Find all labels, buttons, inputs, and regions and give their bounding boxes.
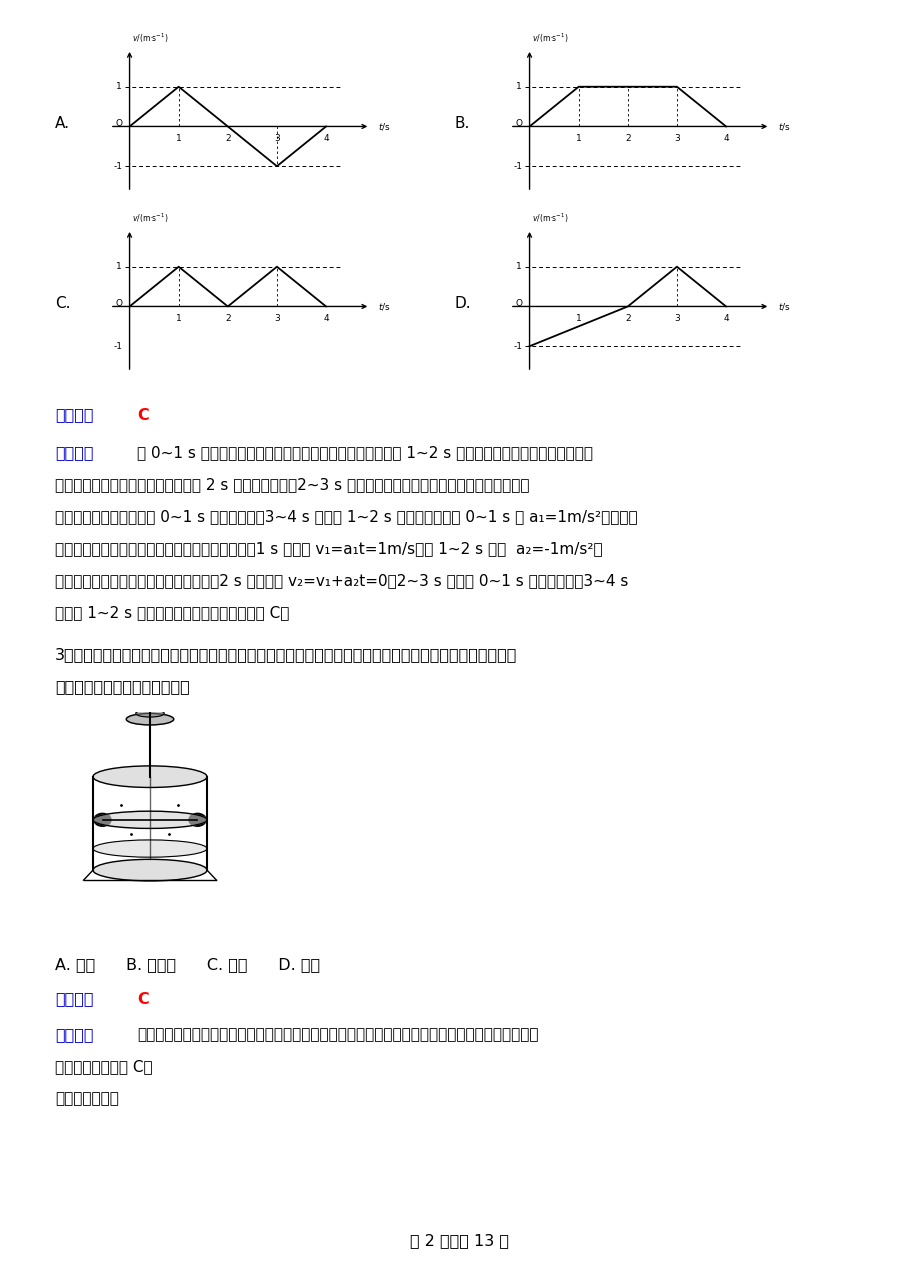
Circle shape	[188, 813, 206, 826]
Text: 1: 1	[516, 83, 522, 92]
Text: O: O	[115, 118, 122, 127]
Ellipse shape	[93, 859, 207, 881]
Text: $t$/s: $t$/s	[777, 300, 789, 312]
Text: O: O	[515, 299, 522, 308]
Ellipse shape	[126, 713, 174, 724]
Text: 试题分析：利用图所示的扭秤装置进行研究，提出真空中两个静止点电荷之间相互作用的规律的物理: 试题分析：利用图所示的扭秤装置进行研究，提出真空中两个静止点电荷之间相互作用的规…	[137, 1027, 538, 1043]
Text: 4: 4	[722, 313, 728, 322]
Text: 4: 4	[323, 134, 328, 143]
Text: 【答案】: 【答案】	[55, 407, 94, 423]
Text: 1: 1	[117, 83, 122, 92]
Ellipse shape	[93, 840, 207, 857]
Text: $v$/(m·s$^{-1}$): $v$/(m·s$^{-1}$)	[531, 211, 568, 225]
Text: -1: -1	[113, 341, 122, 350]
Ellipse shape	[93, 811, 207, 829]
Text: D.: D.	[455, 295, 471, 311]
Text: C: C	[137, 407, 149, 423]
Text: 度方向相反，所以做匀减速运动，到 2 s 末时速度为零。2~3 s 内加速度变为正向，物体又从静止开始沿加速: 度方向相反，所以做匀减速运动，到 2 s 末时速度为零。2~3 s 内加速度变为…	[55, 477, 529, 493]
Text: 【答案】: 【答案】	[55, 992, 94, 1007]
Text: 1: 1	[575, 134, 581, 143]
Text: 内重复 1~2 s 内运动情况，综上正确的图象为 C。: 内重复 1~2 s 内运动情况，综上正确的图象为 C。	[55, 606, 289, 620]
Text: $v$/(m·s$^{-1}$): $v$/(m·s$^{-1}$)	[131, 211, 168, 225]
Text: 4: 4	[722, 134, 728, 143]
Text: $t$/s: $t$/s	[377, 300, 390, 312]
Text: 学家是库伦，故选 C．: 学家是库伦，故选 C．	[55, 1059, 153, 1074]
Circle shape	[94, 813, 111, 826]
Text: O: O	[515, 118, 522, 127]
Text: 静止开始正向匀加速运动，速度图象是一条直线，1 s 末速度 v₁=a₁t=1m/s，在 1~2 s 内，  a₂=-1m/s²，: 静止开始正向匀加速运动，速度图象是一条直线，1 s 末速度 v₁=a₁t=1m/…	[55, 541, 602, 556]
Text: B.: B.	[455, 116, 470, 131]
Text: 3: 3	[274, 313, 279, 322]
Text: 度方向匀加速运动，重复 0~1 s 内运动情况，3~4 s 内重复 1~2 s 内运动情况。在 0~1 s 内 a₁=1m/s²，物体从: 度方向匀加速运动，重复 0~1 s 内运动情况，3~4 s 内重复 1~2 s …	[55, 509, 637, 524]
Text: 1: 1	[575, 313, 581, 322]
Ellipse shape	[93, 766, 207, 788]
Text: 在 0~1 s 内，物体从静止开始沿加速度方向匀加速运动，在 1~2 s 内，加速度反向，速度方向与加速: 在 0~1 s 内，物体从静止开始沿加速度方向匀加速运动，在 1~2 s 内，加…	[137, 446, 593, 461]
Text: 互作用的规律，这位物理学家是: 互作用的规律，这位物理学家是	[55, 680, 189, 695]
Text: C.: C.	[55, 295, 71, 311]
Text: 3．在前人研究的基础上，有一位物理学家利用图示的扭秤装置进行研究，提出真空中两个静止点电荷之间相: 3．在前人研究的基础上，有一位物理学家利用图示的扭秤装置进行研究，提出真空中两个…	[55, 648, 516, 662]
Text: 1: 1	[176, 313, 181, 322]
Text: 【解析】: 【解析】	[55, 1027, 94, 1043]
Text: 2: 2	[624, 313, 630, 322]
Text: 考点：物理学史: 考点：物理学史	[55, 1091, 119, 1106]
Text: 3: 3	[674, 313, 679, 322]
Text: 3: 3	[674, 134, 679, 143]
Text: 1: 1	[117, 262, 122, 271]
Text: A.: A.	[55, 116, 70, 131]
Text: 物体将仍沿正方向运动，但做减速运动，2 s 末时速度 v₂=v₁+a₂t=0，2~3 s 内重复 0~1 s 内运动情况，3~4 s: 物体将仍沿正方向运动，但做减速运动，2 s 末时速度 v₂=v₁+a₂t=0，2…	[55, 574, 628, 588]
Text: 2: 2	[225, 134, 231, 143]
Text: $v$/(m·s$^{-1}$): $v$/(m·s$^{-1}$)	[531, 32, 568, 45]
Text: A. 牛顿      B. 伽利略      C. 库仑      D. 焦耳: A. 牛顿 B. 伽利略 C. 库仑 D. 焦耳	[55, 957, 320, 973]
Text: 【解析】: 【解析】	[55, 446, 94, 461]
Text: 1: 1	[176, 134, 181, 143]
Text: $v$/(m·s$^{-1}$): $v$/(m·s$^{-1}$)	[131, 32, 168, 45]
Text: -1: -1	[113, 162, 122, 171]
Text: C: C	[137, 992, 149, 1007]
Text: 4: 4	[323, 313, 328, 322]
Text: O: O	[115, 299, 122, 308]
Text: 2: 2	[624, 134, 630, 143]
Text: 3: 3	[274, 134, 279, 143]
Ellipse shape	[136, 710, 165, 717]
Text: 2: 2	[225, 313, 231, 322]
Text: -1: -1	[513, 341, 522, 350]
Text: 第 2 页，共 13 页: 第 2 页，共 13 页	[410, 1234, 509, 1249]
Text: $t$/s: $t$/s	[777, 121, 789, 132]
Text: 1: 1	[516, 262, 522, 271]
Text: -1: -1	[513, 162, 522, 171]
Text: $t$/s: $t$/s	[377, 121, 390, 132]
